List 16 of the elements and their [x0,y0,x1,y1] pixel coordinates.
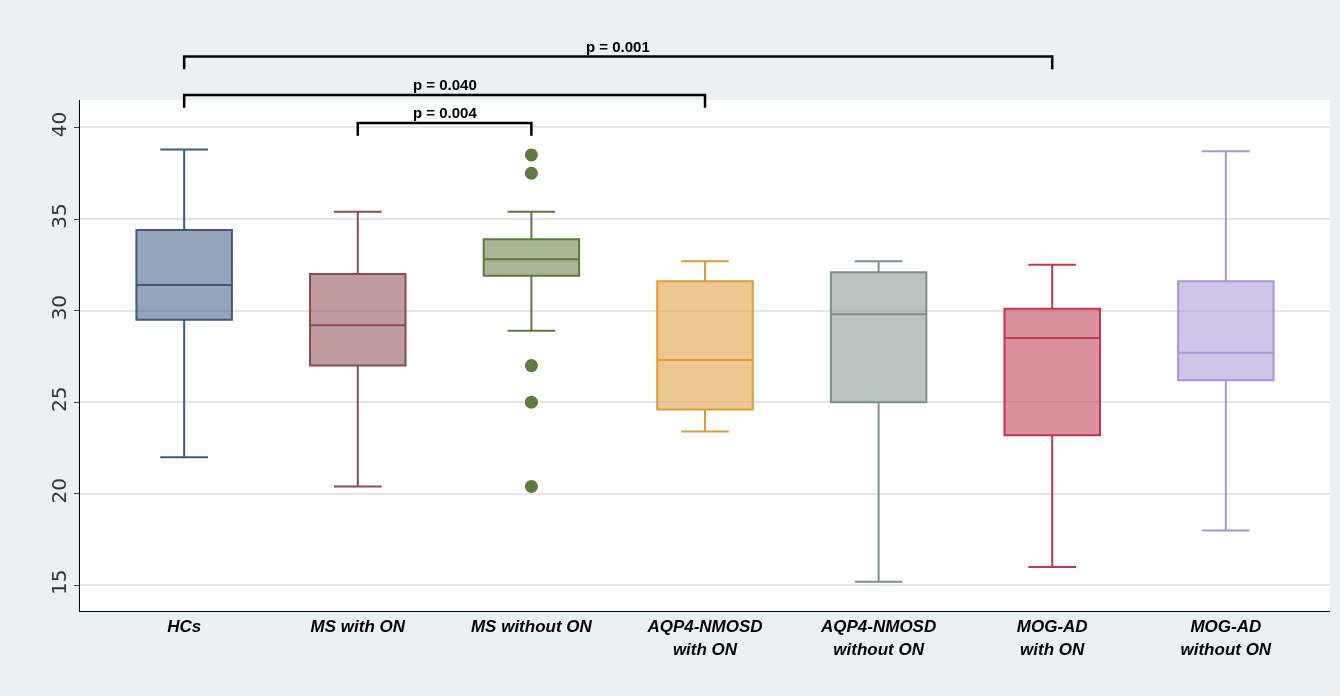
x-tick-label: MS without ON [470,617,593,637]
x-tick-label: MOG-AD with ON [1016,617,1088,659]
y-tick-label: 25 [47,386,71,412]
y-tick-label: 15 [47,569,71,596]
y-tick-label: 40 [47,111,71,138]
y-tick-label: 35 [47,203,71,229]
x-tick-label: AQP4-NMOSD with ON [646,617,763,659]
y-tick-label: 30 [47,294,71,321]
x-tick-label: AQP4-NMOSD without ON [819,617,937,659]
y-tick-label: 20 [47,478,71,504]
x-tick-label: MOG-AD without ON [1180,617,1272,659]
text: p = 0.040 [413,76,477,93]
text: p = 0.001 [586,38,650,55]
x-tick-label: MS with ON [310,617,406,637]
annotation: p = 0.004 [413,104,478,121]
x-tick-label: HCs [167,617,202,637]
